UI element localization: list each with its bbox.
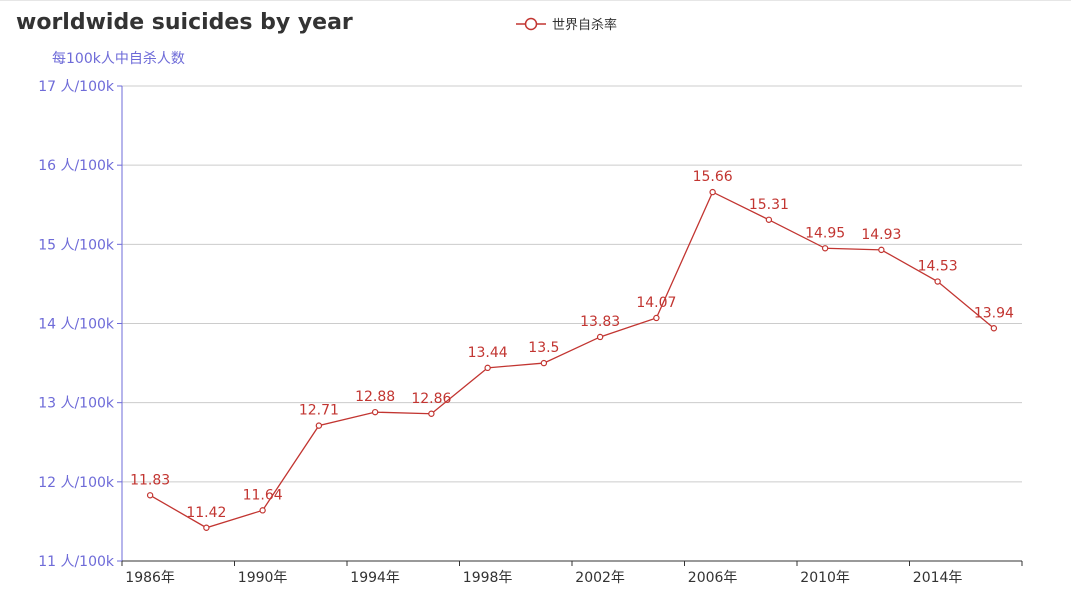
legend[interactable]: 世界自杀率 (516, 14, 617, 33)
y-tick-label: 12 人/100k (38, 475, 115, 491)
data-point (428, 410, 435, 417)
data-point (259, 507, 266, 514)
data-label: 14.07 (636, 295, 676, 311)
y-axis-title: 每100k人中自杀人数 (52, 51, 185, 67)
data-label: 15.66 (693, 169, 733, 185)
data-point (821, 245, 829, 252)
data-label: 13.44 (468, 345, 508, 361)
x-tick-label: 2002年 (575, 570, 625, 586)
data-point (878, 246, 885, 254)
data-point (596, 333, 604, 341)
data-label: 14.93 (861, 227, 901, 243)
y-tick-label: 16 人/100k (38, 158, 115, 174)
data-label: 11.42 (186, 505, 226, 521)
x-tick-label: 2014年 (913, 570, 963, 586)
data-label: 13.94 (974, 305, 1014, 321)
data-point (315, 422, 323, 429)
chart-title: worldwide suicides by year (16, 10, 353, 35)
x-tick-label: 2006年 (688, 570, 738, 586)
data-point (653, 314, 660, 322)
legend-line-icon (516, 17, 546, 30)
y-tick-label: 17 人/100k (38, 79, 115, 95)
data-point (203, 524, 210, 531)
data-point (765, 216, 773, 223)
x-tick-label: 2010年 (800, 570, 850, 586)
x-tick-label: 1990年 (238, 570, 288, 586)
series-line (149, 191, 995, 529)
data-label: 12.86 (411, 391, 451, 407)
y-tick-label: 14 人/100k (38, 317, 115, 333)
data-label: 11.83 (130, 472, 170, 488)
data-point (146, 492, 154, 499)
legend-label: 世界自杀率 (552, 18, 618, 33)
y-tick-label: 11 人/100k (38, 554, 115, 570)
y-tick-label: 13 人/100k (38, 396, 115, 412)
data-label: 13.83 (580, 314, 620, 330)
top-divider (0, 0, 1071, 1)
data-label: 15.31 (749, 197, 789, 213)
data-point (371, 408, 379, 416)
y-tick-label: 15 人/100k (38, 237, 115, 253)
data-label: 11.64 (243, 487, 283, 503)
data-label: 12.71 (299, 403, 339, 419)
data-point (484, 364, 491, 372)
data-point (990, 325, 998, 332)
data-point (709, 188, 716, 196)
data-label: 14.53 (918, 259, 958, 275)
data-label: 12.88 (355, 389, 395, 405)
x-tick-label: 1986年 (125, 570, 175, 586)
x-tick-label: 1994年 (350, 570, 400, 586)
data-point (934, 278, 941, 285)
x-tick-label: 1998年 (463, 570, 513, 586)
data-point (540, 359, 548, 367)
data-label: 14.95 (805, 225, 845, 241)
data-label: 13.5 (528, 340, 559, 356)
